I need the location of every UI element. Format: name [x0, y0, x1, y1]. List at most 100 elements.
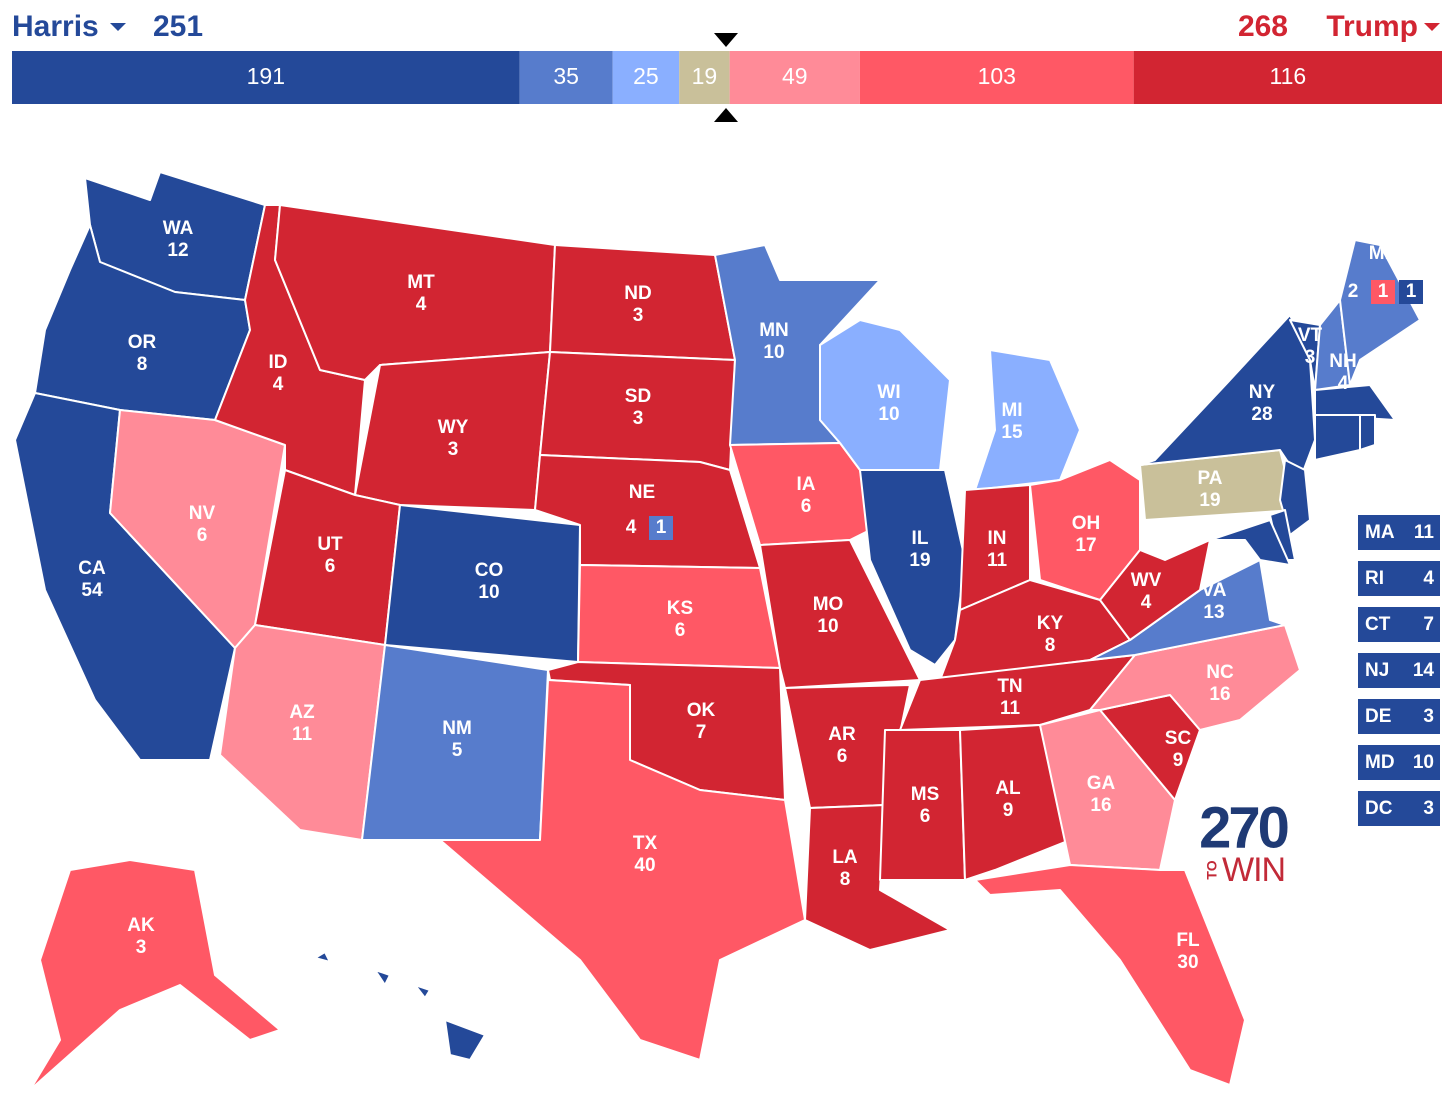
state-label: TN [997, 676, 1022, 697]
state-votes: 10 [763, 342, 784, 363]
midpoint-marker [714, 108, 738, 122]
state-votes: 8 [137, 354, 148, 375]
state-votes: 12 [167, 240, 188, 261]
state-votes: 3 [448, 439, 459, 460]
state-votes: 4 [1141, 592, 1152, 613]
state-label: ND [624, 283, 651, 304]
sidebar-label: DC [1365, 798, 1393, 819]
state-label: MI [1001, 400, 1022, 421]
sidebar-votes: 7 [1423, 614, 1434, 635]
state-label: WA [163, 218, 194, 239]
state-votes: 4 [273, 374, 284, 395]
state-votes: 11 [1000, 698, 1021, 719]
state-votes: 4 [1338, 373, 1349, 394]
dropdown-arrow[interactable] [1424, 23, 1440, 31]
state-label: MN [759, 320, 789, 341]
bar-segment [12, 51, 520, 104]
logo-number: 270 [1199, 795, 1288, 860]
state-label: UT [317, 534, 343, 555]
state-shape [1209, 519, 1291, 566]
state-shape [1314, 414, 1361, 461]
state-votes: 3 [136, 937, 147, 958]
state-shape [374, 969, 391, 986]
sidebar-votes: 14 [1413, 660, 1435, 681]
state-votes: 8 [1045, 635, 1056, 656]
state-shape [974, 864, 1246, 1086]
district-votes: 1 [1406, 281, 1417, 302]
bar-label: 19 [692, 63, 718, 89]
state-votes: 10 [478, 582, 499, 603]
sidebar-label: NJ [1365, 660, 1389, 681]
state-shape [314, 951, 331, 963]
state-label: KY [1037, 613, 1064, 634]
state-votes: 6 [675, 620, 686, 641]
state-votes: 13 [1203, 602, 1224, 623]
state-label: VA [1202, 580, 1227, 601]
state-votes: 9 [1173, 750, 1184, 771]
state-shape [414, 984, 431, 999]
state-label: SC [1165, 728, 1192, 749]
state-shape [859, 469, 966, 666]
right-total: 268 [1238, 10, 1288, 43]
state-shape [1139, 314, 1316, 481]
state-shape [439, 679, 806, 1061]
state-votes: 54 [81, 580, 103, 601]
dropdown-arrow[interactable] [110, 23, 126, 31]
state-votes: 10 [878, 404, 899, 425]
midpoint-marker [714, 33, 738, 47]
bar-segment [859, 51, 1134, 104]
sidebar-label: MA [1365, 522, 1395, 543]
bar-label: 25 [633, 63, 659, 89]
state-label: NM [442, 718, 472, 739]
state-label: OH [1072, 513, 1101, 534]
left-total: 251 [153, 10, 203, 43]
state-label: AZ [289, 702, 315, 723]
state-votes: 6 [325, 556, 336, 577]
state-label: AL [995, 778, 1021, 799]
state-votes: 16 [1209, 684, 1230, 705]
right-candidate[interactable]: Trump [1326, 10, 1418, 43]
state-label: WY [438, 417, 469, 438]
logo-small: TO [1204, 860, 1220, 879]
sidebar-label: CT [1365, 614, 1391, 635]
state-votes: 40 [634, 855, 655, 876]
bar-segment [519, 51, 613, 104]
state-votes: 8 [840, 869, 851, 890]
state-label: VT [1298, 325, 1323, 346]
state-votes: 4 [416, 294, 427, 315]
state-votes: 30 [1177, 952, 1198, 973]
state-votes: 19 [909, 550, 930, 571]
sidebar-box [1358, 653, 1440, 688]
state-label: WI [877, 382, 900, 403]
sidebar-box [1358, 607, 1440, 642]
state-votes: 4 [427, 1030, 438, 1051]
bar-label: 116 [1270, 63, 1307, 89]
sidebar-box [1358, 561, 1440, 596]
district-box [649, 516, 673, 540]
state-label: NV [189, 503, 216, 524]
map [14, 171, 1421, 1091]
state-votes: 4 [626, 517, 637, 538]
state-label: IL [912, 528, 929, 549]
bar-segment [729, 51, 860, 104]
state-votes: 9 [1003, 800, 1014, 821]
sidebar-votes: 4 [1423, 568, 1434, 589]
logo: 270 TO WIN [1199, 795, 1291, 889]
state-votes: 6 [801, 496, 812, 517]
state-label: HI [423, 1008, 442, 1029]
state-votes: 19 [1199, 490, 1220, 511]
state-label: GA [1087, 773, 1116, 794]
state-label: TX [633, 833, 658, 854]
state-votes: 16 [1090, 795, 1111, 816]
sidebar-label: DE [1365, 706, 1391, 727]
left-candidate[interactable]: Harris [12, 10, 99, 43]
state-label: LA [832, 847, 858, 868]
sidebar-votes: 3 [1423, 798, 1434, 819]
state-votes: 3 [633, 305, 644, 326]
state-label: NC [1206, 662, 1234, 683]
state-votes: 11 [987, 550, 1008, 571]
state-label: NE [629, 482, 655, 503]
bar-label: 103 [978, 63, 1016, 89]
sidebar-votes: 11 [1414, 522, 1435, 543]
sidebar-box [1358, 745, 1440, 780]
